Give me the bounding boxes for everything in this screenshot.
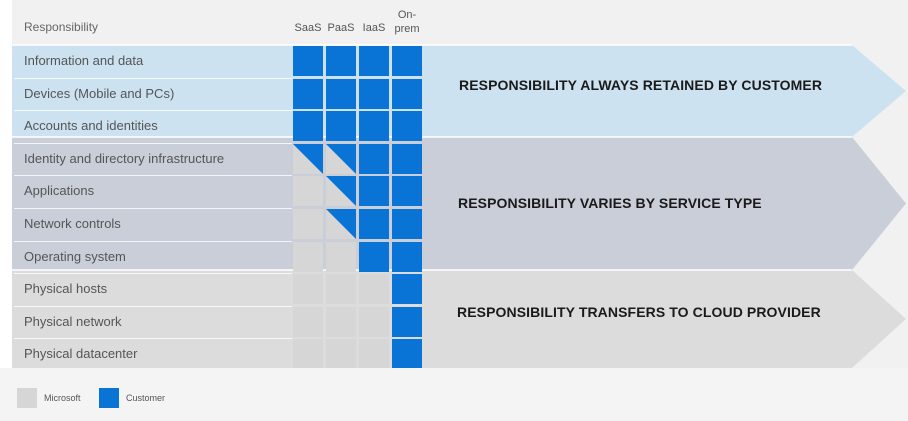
shared-cell <box>326 143 356 174</box>
responsibility-bands <box>12 44 906 368</box>
microsoft-cell <box>359 274 389 305</box>
shared-cell <box>326 209 356 239</box>
customer-cell <box>293 111 323 142</box>
microsoft-cell <box>326 241 356 272</box>
column-header-saas: SaaS <box>294 22 322 34</box>
customer-cell <box>359 78 389 109</box>
row-label: Physical datacenter <box>24 346 138 362</box>
microsoft-cell <box>293 209 323 239</box>
customer-cell <box>392 339 422 370</box>
customer-cell <box>392 78 422 109</box>
customer-cell <box>293 78 323 109</box>
band-cloud-arrow <box>12 270 906 368</box>
customer-cell <box>359 176 389 207</box>
column-header-paas: PaaS <box>327 22 355 34</box>
row-label: Network controls <box>24 216 121 231</box>
row-divider <box>14 110 292 112</box>
microsoft-cell <box>326 306 356 337</box>
customer-cell <box>392 111 422 142</box>
customer-cell <box>359 241 389 272</box>
customer-cell <box>326 111 356 142</box>
customer-cell <box>359 209 389 239</box>
microsoft-cell <box>326 274 356 305</box>
legend-area <box>0 368 908 421</box>
responsibility-header: Responsibility <box>24 20 99 34</box>
microsoft-cell <box>359 306 389 337</box>
customer-cell <box>392 241 422 272</box>
microsoft-cell <box>293 306 323 337</box>
band-label-varies: RESPONSIBILITY VARIES BY SERVICE TYPE <box>458 195 762 211</box>
customer-cell <box>392 143 422 174</box>
microsoft-cell <box>359 339 389 370</box>
row-label: Information and data <box>24 53 144 68</box>
legend-customer-swatch <box>99 388 119 408</box>
row-divider <box>14 273 292 275</box>
row-label: Devices (Mobile and PCs) <box>24 85 175 101</box>
microsoft-cell <box>293 339 323 370</box>
row-divider <box>14 338 292 340</box>
row-label: Physical network <box>24 313 122 329</box>
band-label-customer: RESPONSIBILITY ALWAYS RETAINED BY CUSTOM… <box>459 77 823 93</box>
band-label-cloud: RESPONSIBILITY TRANSFERS TO CLOUD PROVID… <box>457 304 821 320</box>
customer-cell <box>359 111 389 142</box>
customer-cell <box>392 274 422 305</box>
customer-cell <box>326 46 356 76</box>
microsoft-cell <box>293 241 323 272</box>
legend-microsoft-swatch <box>17 388 37 408</box>
column-header-onprem: On- prem <box>394 9 420 35</box>
customer-cell <box>326 78 356 109</box>
legend-customer-label: Customer <box>126 393 166 403</box>
row-divider <box>14 240 292 242</box>
microsoft-cell <box>293 274 323 305</box>
column-header-iaas: IaaS <box>362 22 386 34</box>
row-divider <box>14 142 292 144</box>
customer-cell <box>293 46 323 76</box>
customer-cell <box>359 143 389 174</box>
microsoft-cell <box>326 339 356 370</box>
customer-cell <box>392 209 422 239</box>
customer-cell <box>392 176 422 207</box>
row-divider <box>14 208 292 209</box>
row-divider <box>14 77 292 79</box>
row-label: Physical hosts <box>24 281 108 297</box>
band-varies-arrow <box>12 137 906 270</box>
microsoft-cell <box>293 176 323 207</box>
row-label: Accounts and identities <box>24 118 158 134</box>
shared-cell <box>326 176 356 207</box>
row-divider <box>14 305 292 307</box>
customer-cell <box>392 306 422 337</box>
row-label: Identity and directory infrastructure <box>24 150 225 166</box>
row-label: Applications <box>24 183 95 199</box>
legend-microsoft-label: Microsoft <box>44 393 81 403</box>
band-customer-arrow <box>12 45 906 137</box>
shared-cell <box>293 143 323 174</box>
customer-cell <box>359 46 389 76</box>
row-divider <box>14 175 292 177</box>
row-label: Operating system <box>24 248 126 264</box>
customer-cell <box>392 46 422 76</box>
